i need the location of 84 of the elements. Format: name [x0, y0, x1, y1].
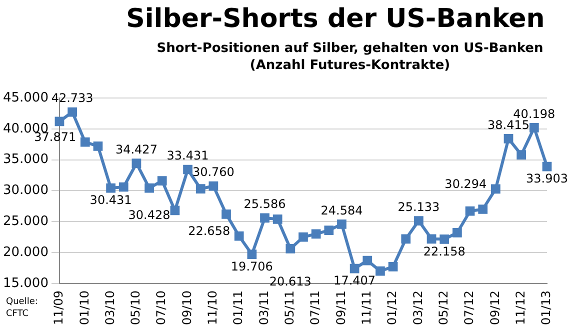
point [350, 264, 360, 274]
point [516, 150, 526, 160]
point [234, 231, 244, 241]
x-tick-label: 11/09 [52, 290, 66, 326]
point [324, 226, 334, 235]
y-tick-label: 35.000 [2, 152, 48, 168]
y-tick-label: 20.000 [2, 244, 48, 260]
x-tick-label: 01/12 [385, 290, 400, 326]
x-tick-label: 01/11 [231, 290, 246, 326]
x-tick-label: 03/12 [410, 290, 425, 326]
point [272, 214, 282, 224]
x-tick-label: 03/10 [102, 290, 117, 326]
point [452, 228, 462, 238]
x-tick-label: 05/12 [436, 290, 450, 326]
data-label: 30.760 [192, 165, 234, 180]
x-tick-label: 11/12 [513, 290, 528, 326]
point [54, 116, 64, 126]
data-label: 20.613 [269, 274, 312, 288]
data-label: 19.706 [230, 259, 273, 274]
x-tick-label: 11/10 [206, 290, 220, 326]
point [440, 234, 450, 244]
point [170, 206, 180, 216]
point [80, 137, 90, 147]
data-label: 22.658 [188, 224, 230, 238]
point [504, 134, 514, 144]
x-tick-label: 07/12 [462, 290, 476, 326]
data-label: 25.586 [244, 197, 286, 212]
x-tick-label: 05/10 [128, 290, 143, 326]
y-tick-label: 45.000 [2, 90, 48, 106]
point [426, 234, 436, 244]
chart-subtitle: Short-Positionen auf Silber, gehalten von US-Banken (Anzahl Futures-Kontrakte) [156, 40, 544, 74]
point [106, 183, 116, 193]
data-label: 30.428 [128, 208, 170, 222]
point [208, 181, 218, 191]
x-tick-label: 01/10 [77, 290, 92, 326]
point [337, 220, 346, 229]
point [144, 183, 154, 193]
data-label: 33.431 [166, 148, 209, 163]
data-label: 24.584 [320, 203, 363, 218]
point [376, 266, 385, 276]
point [298, 232, 308, 242]
point [196, 184, 206, 194]
source-note: Quelle: CFTC [6, 296, 38, 320]
chart-title: Silber-Shorts der US-Banken [125, 4, 546, 34]
data-label: 33.903 [526, 172, 568, 186]
y-tick-label: 30.000 [2, 183, 48, 198]
point [132, 158, 142, 168]
x-tick-label: 07/10 [154, 290, 168, 326]
point [286, 244, 296, 254]
point [260, 213, 270, 223]
x-tick-label: 03/11 [256, 290, 271, 326]
data-label: 22.158 [423, 244, 466, 258]
data-label: 34.427 [115, 142, 158, 156]
point [222, 210, 231, 219]
point [491, 184, 500, 194]
y-tick-label: 15.000 [2, 276, 48, 291]
x-tick-label: 05/11 [282, 290, 297, 326]
point [247, 250, 257, 260]
y-tick-label: 25.000 [2, 214, 48, 229]
point [93, 142, 103, 151]
x-tick-label: 09/10 [180, 290, 194, 326]
x-tick-label: 07/11 [308, 290, 322, 326]
point [414, 216, 424, 226]
point [529, 123, 539, 132]
data-label: 17.407 [334, 274, 376, 288]
x-tick-label: 11/11 [360, 290, 374, 326]
point [401, 234, 411, 244]
point [68, 107, 77, 117]
data-label: 30.294 [444, 177, 487, 192]
point [311, 229, 321, 239]
x-tick-label: 01/13 [539, 290, 554, 326]
data-label: 25.133 [398, 200, 440, 214]
point [465, 206, 475, 216]
x-tick-label: 09/12 [488, 290, 502, 326]
data-label: 30.431 [90, 193, 132, 208]
data-label: 42.733 [51, 91, 94, 106]
point [388, 262, 398, 272]
point [183, 164, 192, 174]
point [362, 256, 372, 266]
point [542, 162, 552, 172]
point [118, 182, 128, 192]
x-tick-label: 09/11 [334, 290, 348, 326]
point [157, 176, 167, 186]
point [478, 204, 488, 214]
